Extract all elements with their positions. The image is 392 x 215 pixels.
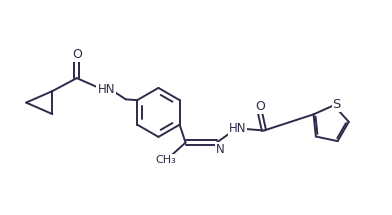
- Text: O: O: [72, 48, 82, 61]
- Text: O: O: [255, 100, 265, 112]
- Text: S: S: [332, 98, 341, 111]
- Text: HN: HN: [229, 122, 247, 135]
- Text: N: N: [216, 143, 225, 156]
- Text: CH₃: CH₃: [156, 155, 176, 165]
- Text: HN: HN: [98, 83, 115, 96]
